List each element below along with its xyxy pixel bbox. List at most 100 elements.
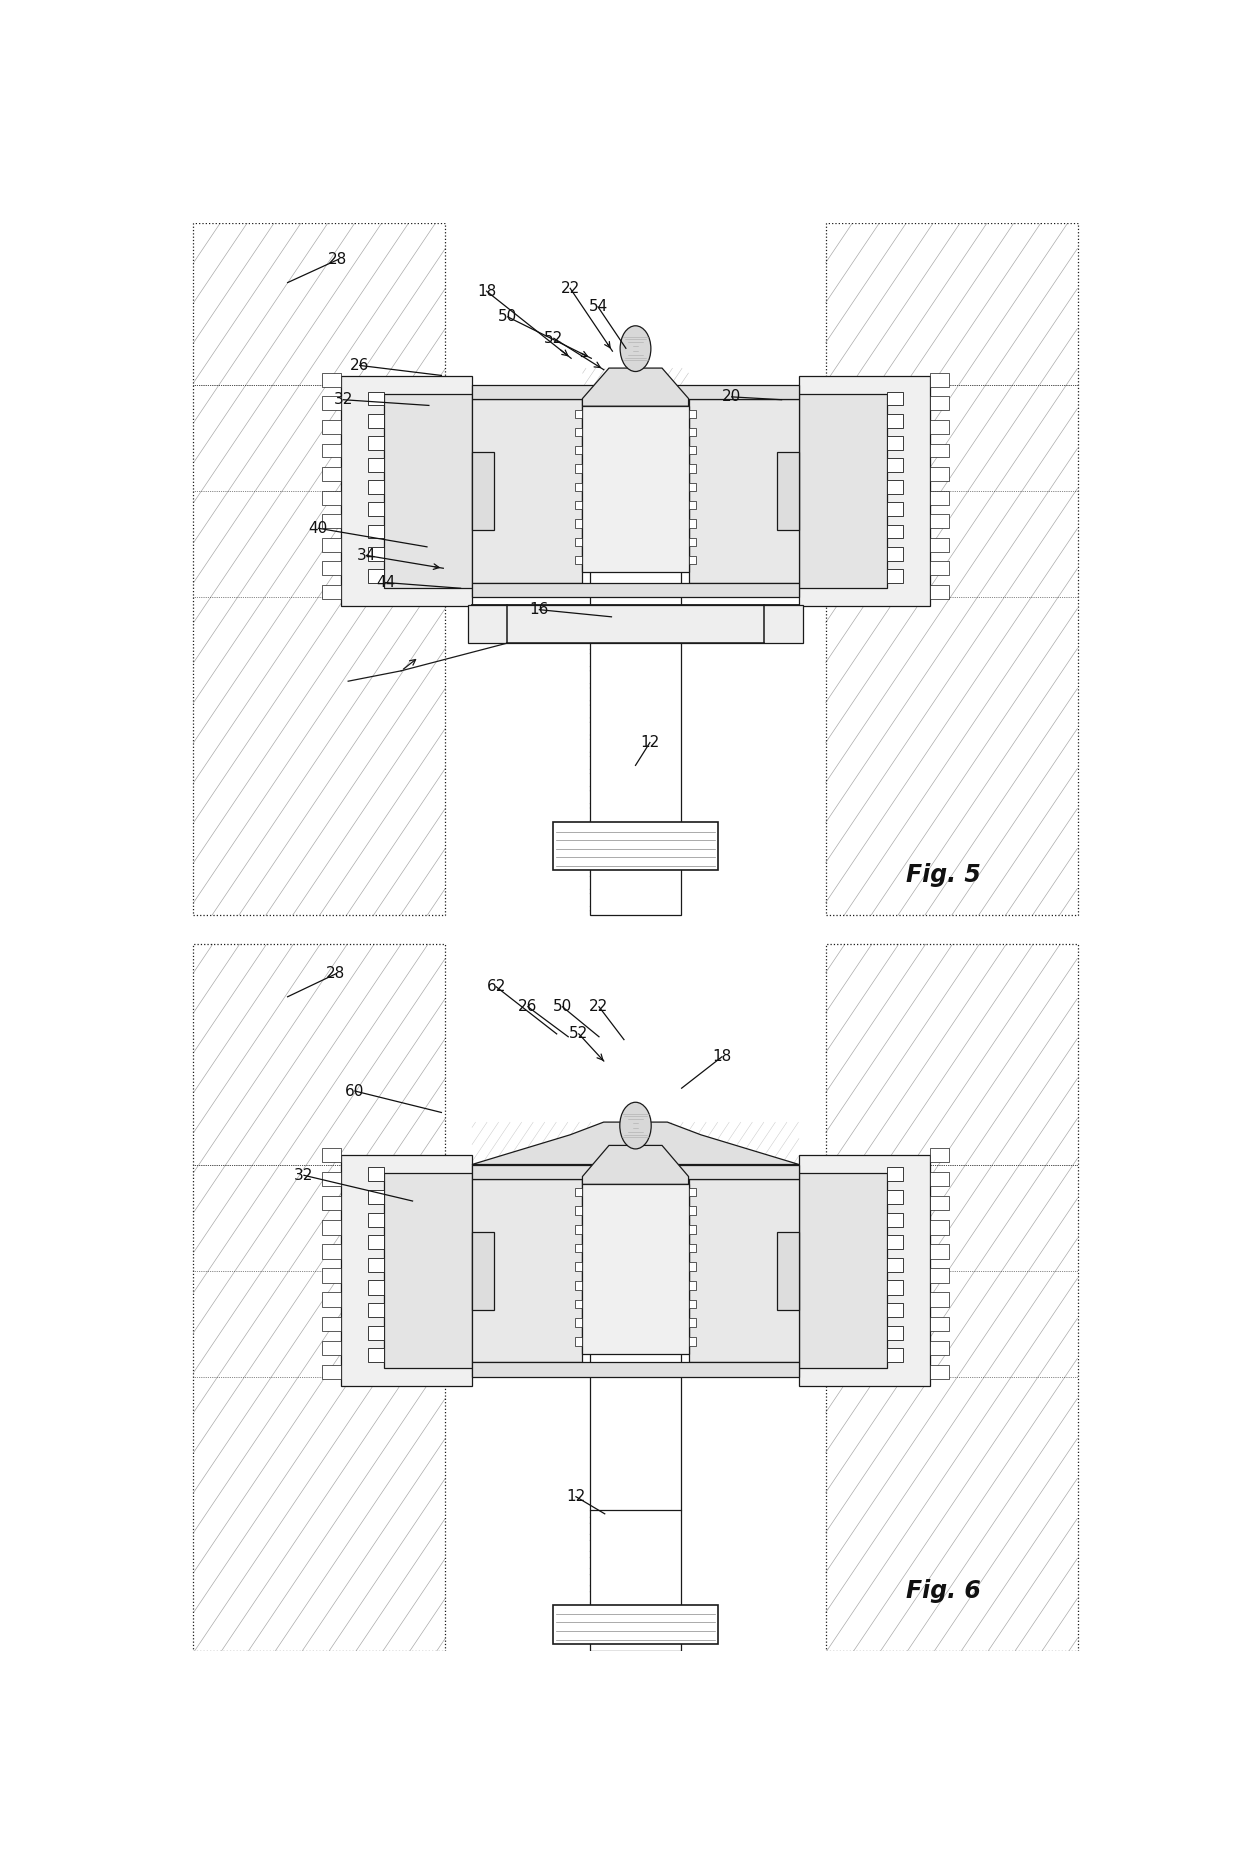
Bar <box>575 482 583 492</box>
Bar <box>688 1263 696 1271</box>
Bar <box>688 1337 696 1345</box>
Bar <box>367 1258 383 1273</box>
Bar <box>575 464 583 473</box>
Bar <box>322 1341 341 1354</box>
Text: 32: 32 <box>334 391 353 408</box>
Bar <box>575 410 583 417</box>
Bar <box>799 377 930 607</box>
Text: 22: 22 <box>560 280 580 295</box>
Text: 60: 60 <box>345 1083 365 1098</box>
Bar <box>930 443 949 458</box>
Bar <box>888 1189 904 1204</box>
Bar <box>583 406 688 573</box>
Bar <box>888 458 904 471</box>
Bar <box>688 1319 696 1326</box>
Bar <box>322 1221 341 1235</box>
Bar <box>322 443 341 458</box>
Bar <box>193 944 445 1651</box>
Bar <box>472 1362 799 1376</box>
Bar <box>930 538 949 551</box>
Bar <box>445 944 826 1651</box>
Bar <box>575 1337 583 1345</box>
Bar <box>322 584 341 599</box>
Bar <box>688 1300 696 1308</box>
Bar <box>589 610 682 915</box>
Bar <box>930 1293 949 1306</box>
Bar <box>575 1206 583 1215</box>
Bar <box>322 397 341 410</box>
Bar <box>341 1156 472 1386</box>
Bar <box>888 391 904 406</box>
Bar <box>322 1293 341 1306</box>
Bar <box>688 429 696 436</box>
Bar <box>575 1263 583 1271</box>
Bar <box>589 1510 682 1651</box>
Bar <box>553 822 718 870</box>
Bar <box>322 562 341 575</box>
Text: 54: 54 <box>589 299 608 313</box>
Bar <box>367 1235 383 1250</box>
Bar <box>930 1172 949 1187</box>
Bar <box>799 1172 888 1369</box>
Polygon shape <box>583 1145 688 1183</box>
Bar <box>367 569 383 582</box>
Text: 16: 16 <box>529 603 549 618</box>
Bar <box>575 501 583 510</box>
Bar <box>589 573 682 610</box>
Bar <box>930 492 949 505</box>
Bar <box>888 1280 904 1295</box>
Bar <box>367 503 383 516</box>
Bar <box>575 1187 583 1196</box>
Bar <box>367 1326 383 1339</box>
Text: 28: 28 <box>326 966 345 981</box>
Bar <box>688 464 696 473</box>
Bar <box>575 1300 583 1308</box>
Bar <box>322 1269 341 1282</box>
Bar <box>888 1235 904 1250</box>
Bar <box>888 547 904 560</box>
Text: 28: 28 <box>327 252 347 267</box>
Bar <box>688 556 696 564</box>
Bar <box>799 393 888 588</box>
Bar <box>575 1243 583 1252</box>
Bar <box>367 1280 383 1295</box>
Polygon shape <box>583 367 688 406</box>
Text: 18: 18 <box>477 284 496 299</box>
Bar <box>322 467 341 480</box>
Bar <box>688 519 696 527</box>
Bar <box>930 397 949 410</box>
Bar <box>367 1167 383 1182</box>
Bar <box>888 480 904 493</box>
Text: 12: 12 <box>567 1490 585 1504</box>
Bar <box>930 584 949 599</box>
Bar <box>367 414 383 429</box>
Bar <box>888 1349 904 1362</box>
Text: 44: 44 <box>376 575 396 590</box>
Bar <box>688 1224 696 1234</box>
Bar <box>472 1232 494 1310</box>
Text: 34: 34 <box>357 547 376 562</box>
Bar <box>888 1167 904 1182</box>
Bar <box>575 1319 583 1326</box>
Bar <box>322 1317 341 1330</box>
Bar <box>799 1156 930 1386</box>
Bar <box>930 514 949 529</box>
Bar <box>583 1183 688 1354</box>
Bar <box>930 1317 949 1330</box>
Text: 22: 22 <box>589 1000 609 1015</box>
Bar <box>322 492 341 505</box>
Bar <box>322 1365 341 1378</box>
Text: 52: 52 <box>544 330 563 345</box>
Bar <box>688 482 696 492</box>
Bar <box>575 429 583 436</box>
Bar <box>383 393 472 588</box>
Bar <box>367 1189 383 1204</box>
Bar <box>322 373 341 388</box>
Bar <box>445 223 826 915</box>
Bar <box>445 223 826 915</box>
Bar <box>930 373 949 388</box>
Bar <box>472 582 799 597</box>
Bar <box>367 547 383 560</box>
Bar <box>826 944 1078 1651</box>
Bar <box>888 503 904 516</box>
